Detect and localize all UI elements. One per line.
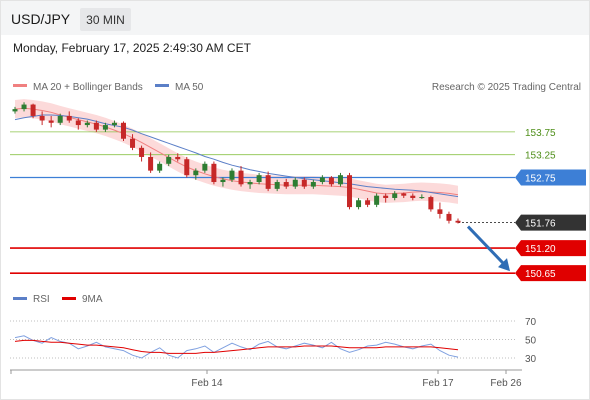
rsi-panel: 70 50 30 [10, 317, 537, 365]
candle-body [102, 125, 108, 130]
rsi-ma-legend-label: 9MA [82, 294, 103, 305]
candle-body [211, 163, 217, 183]
x-tick-label: Feb 14 [191, 378, 223, 389]
support-label-box [515, 240, 586, 257]
rsi-tick-label: 50 [525, 336, 537, 347]
datetime-label: Monday, February 17, 2025 2:49:30 AM CET [13, 41, 251, 55]
price-levels [10, 131, 515, 274]
candle-body [84, 122, 90, 126]
candle-body [356, 200, 362, 208]
forecast-arrow-head [498, 258, 510, 272]
candlesticks [12, 102, 461, 224]
ma50-legend-swatch [155, 84, 169, 87]
candle-body [111, 122, 117, 126]
timeframe-label: 30 MIN [86, 13, 125, 27]
candle-body [374, 195, 380, 205]
candle-body [12, 109, 18, 112]
level-labels: 153.75 153.25 152.75 151.76 151.20 150.65 [515, 128, 586, 282]
candle-body [202, 163, 208, 171]
candle-body [175, 156, 181, 160]
candle-body [139, 147, 145, 157]
candle-body [256, 175, 262, 183]
candle-body [310, 182, 316, 187]
candle-body [283, 182, 289, 187]
candle-body [337, 175, 343, 185]
ma50-legend-label: MA 50 [175, 82, 204, 93]
rsi-tick-label: 70 [525, 317, 537, 328]
candle-body [437, 209, 443, 214]
candle-body [93, 122, 99, 130]
candle-body [428, 197, 434, 210]
candle-body [383, 195, 389, 198]
candle-body [274, 182, 280, 189]
candle-body [347, 175, 353, 208]
resistance-label: 153.25 [525, 151, 556, 162]
resistance-label: 153.75 [525, 128, 556, 139]
credit-label: Research © 2025 Trading Central [432, 82, 581, 93]
candle-body [220, 179, 226, 183]
candle-body [292, 179, 298, 187]
candle-body [157, 163, 163, 171]
candle-body [120, 122, 126, 139]
ma50-line [14, 114, 459, 198]
candle-body [446, 213, 452, 221]
rsi-legend-label: RSI [33, 294, 50, 305]
ma20-legend-label: MA 20 + Bollinger Bands [33, 82, 143, 93]
rsi-ma-legend-swatch [62, 297, 76, 300]
candle-body [21, 104, 27, 110]
current-label-box [515, 214, 586, 231]
rsi-ma-line [14, 339, 459, 354]
candle-body [328, 177, 334, 185]
candle-body [75, 120, 81, 126]
candle-body [57, 115, 63, 123]
candle-body [365, 200, 371, 205]
candle-body [39, 115, 45, 121]
support-label-box [515, 265, 586, 282]
candle-body [392, 193, 398, 198]
candle-body [148, 156, 154, 171]
candle-body [48, 120, 54, 123]
header-bar: USD/JPY 30 MIN [1, 1, 589, 35]
current-label: 151.76 [525, 219, 556, 230]
bollinger-band [15, 99, 458, 204]
candle-body [66, 115, 72, 121]
support-label: 150.65 [525, 269, 556, 280]
candle-body [247, 182, 253, 185]
candle-body [166, 156, 172, 164]
forecast-arrow [466, 225, 510, 272]
rsi-tick-label: 30 [525, 354, 537, 365]
x-axis: Feb 14 Feb 17 Feb 26 [10, 370, 522, 389]
ma20-legend-swatch [13, 84, 27, 87]
rsi-legend-swatch [13, 297, 27, 300]
candle-body [301, 179, 307, 187]
x-tick-label: Feb 26 [490, 378, 522, 389]
pivot-label: 152.75 [525, 173, 556, 184]
bollinger-band-area [15, 99, 458, 204]
candle-body [455, 220, 461, 223]
candle-body [30, 104, 36, 116]
candle-body [193, 170, 199, 176]
timeframe-button[interactable]: 30 MIN [80, 8, 131, 31]
candle-body [410, 195, 416, 198]
candle-body [265, 175, 271, 189]
candle-body [130, 138, 136, 148]
candle-body [401, 193, 407, 196]
ma20-line [14, 107, 459, 196]
candle-body [238, 170, 244, 185]
forecast-arrow-shaft [466, 225, 508, 268]
candle-body [319, 177, 325, 183]
candle-body [184, 159, 190, 176]
symbol-title: USD/JPY [11, 11, 71, 27]
moving-averages [14, 107, 459, 198]
support-label: 151.20 [525, 244, 556, 255]
pivot-label-box [515, 169, 586, 186]
candle-body [419, 197, 425, 199]
x-tick-label: Feb 17 [422, 378, 454, 389]
candle-body [229, 170, 235, 180]
